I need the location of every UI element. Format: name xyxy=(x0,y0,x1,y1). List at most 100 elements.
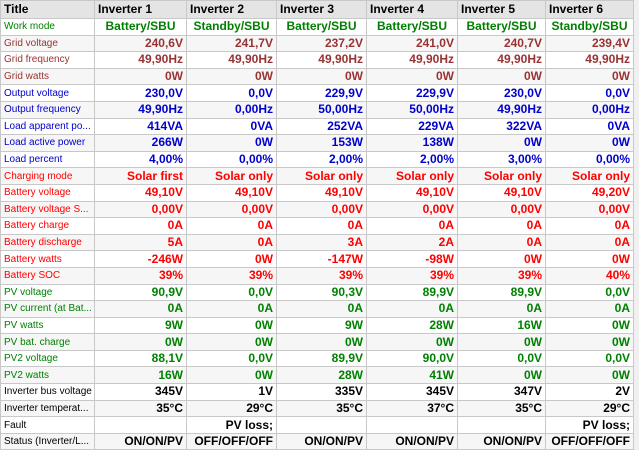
cell: 49,10V xyxy=(276,183,367,202)
cell: ON/ON/PV xyxy=(276,432,367,450)
cell: 0,00V xyxy=(186,200,277,219)
cell: 35°C xyxy=(457,399,546,418)
cell: 0W xyxy=(545,134,634,152)
cell: 0A xyxy=(186,217,277,235)
cell: 0,0V xyxy=(545,283,634,302)
cell: 0A xyxy=(366,217,458,235)
table-row: Battery charge 0A 0A 0A 0A 0A 0A xyxy=(0,217,634,235)
cell: Solar only xyxy=(276,167,367,185)
cell: 49,90Hz xyxy=(186,51,277,69)
cell: 414VA xyxy=(94,117,187,136)
row-label: Battery voltage S... xyxy=(0,200,95,219)
cell: 0,00% xyxy=(545,150,634,169)
cell: 237,2V xyxy=(276,34,367,53)
table-row: Battery discharge 5A 0A 3A 2A 0A 0A xyxy=(0,233,634,252)
table-row: Status (Inverter/L... ON/ON/PV OFF/OFF/OFF… xyxy=(0,432,634,450)
cell: 39% xyxy=(366,266,458,285)
row-label: Battery voltage xyxy=(0,183,95,202)
row-label: Inverter temperat... xyxy=(0,399,95,418)
row-label: PV bat. charge xyxy=(0,333,95,351)
cell: 0W xyxy=(276,67,367,86)
cell: 40% xyxy=(545,266,634,285)
cell: 229VA xyxy=(366,117,458,136)
cell: 0,0V xyxy=(545,84,634,102)
cell: 90,0V xyxy=(366,349,458,368)
cell: Solar only xyxy=(366,167,458,185)
cell: 0,0V xyxy=(186,349,277,368)
cell: 0,00V xyxy=(94,200,187,219)
cell: 0W xyxy=(186,333,277,351)
cell: 229,9V xyxy=(366,84,458,102)
cell: 39% xyxy=(276,266,367,285)
row-label: PV watts xyxy=(0,316,95,335)
cell: 0W xyxy=(545,250,634,268)
row-label: Grid voltage xyxy=(0,34,95,53)
cell: 0A xyxy=(94,300,187,318)
cell: 35°C xyxy=(276,399,367,418)
cell: 4,00% xyxy=(94,150,187,169)
cell: 0,0V xyxy=(457,349,546,368)
cell: 49,90Hz xyxy=(94,100,187,119)
cell: 49,90Hz xyxy=(457,100,546,119)
table-row: Load active power 266W 0W 153W 138W 0W 0W xyxy=(0,134,634,152)
cell: 241,7V xyxy=(186,34,277,53)
cell: 0,0V xyxy=(186,84,277,102)
row-label: PV voltage xyxy=(0,283,95,302)
cell: -98W xyxy=(366,250,458,268)
table-row: Fault PV loss; PV loss; xyxy=(0,416,634,434)
row-label: Output voltage xyxy=(0,84,95,102)
cell: Solar only xyxy=(545,167,634,185)
cell: OFF/OFF/OFF xyxy=(545,432,634,450)
cell: 49,20V xyxy=(545,183,634,202)
cell: 0A xyxy=(276,300,367,318)
cell: 88,1V xyxy=(94,349,187,368)
cell: 230,0V xyxy=(94,84,187,102)
cell: 241,0V xyxy=(366,34,458,53)
row-label: PV2 voltage xyxy=(0,349,95,368)
cell: 49,90Hz xyxy=(276,51,367,69)
cell: 0W xyxy=(276,333,367,351)
cell: 49,10V xyxy=(94,183,187,202)
cell: 39% xyxy=(186,266,277,285)
cell xyxy=(457,416,546,434)
cell: 0,00V xyxy=(366,200,458,219)
row-label: Charging mode xyxy=(0,167,95,185)
cell xyxy=(366,416,458,434)
cell: 0W xyxy=(545,67,634,86)
cell: 5A xyxy=(94,233,187,252)
cell: -147W xyxy=(276,250,367,268)
cell: 0A xyxy=(366,300,458,318)
cell: 9W xyxy=(94,316,187,335)
cell: Battery/SBU xyxy=(276,18,367,36)
cell: PV loss; xyxy=(186,416,277,434)
table-row: Output voltage 230,0V 0,0V 229,9V 229,9V 230,… xyxy=(0,84,634,102)
cell: 2,00% xyxy=(366,150,458,169)
cell: 0W xyxy=(457,134,546,152)
cell: 0A xyxy=(457,217,546,235)
row-label: Fault xyxy=(0,416,95,434)
column-header: Title xyxy=(0,0,95,19)
table-row: Grid frequency 49,90Hz 49,90Hz 49,90Hz 49,90… xyxy=(0,51,634,69)
cell: 0,00V xyxy=(545,200,634,219)
cell: 0W xyxy=(366,67,458,86)
cell: 0W xyxy=(545,333,634,351)
cell: Standby/SBU xyxy=(545,18,634,36)
cell: 49,10V xyxy=(457,183,546,202)
cell: 0W xyxy=(457,67,546,86)
row-label: Work mode xyxy=(0,18,95,36)
scrollbar[interactable] xyxy=(634,0,639,450)
cell: 49,10V xyxy=(366,183,458,202)
table-row: Inverter temperat... 35°C 29°C 35°C 37°C 35°C… xyxy=(0,399,634,418)
row-label: Output frequency xyxy=(0,100,95,119)
cell: 0A xyxy=(545,233,634,252)
row-label: Inverter bus voltage xyxy=(0,383,95,401)
cell: Solar only xyxy=(457,167,546,185)
cell: 0W xyxy=(94,67,187,86)
row-label: Battery discharge xyxy=(0,233,95,252)
column-header: Inverter 4 xyxy=(366,0,458,19)
cell: 266W xyxy=(94,134,187,152)
cell xyxy=(94,416,187,434)
cell: 0W xyxy=(545,316,634,335)
cell: 0,0V xyxy=(545,349,634,368)
